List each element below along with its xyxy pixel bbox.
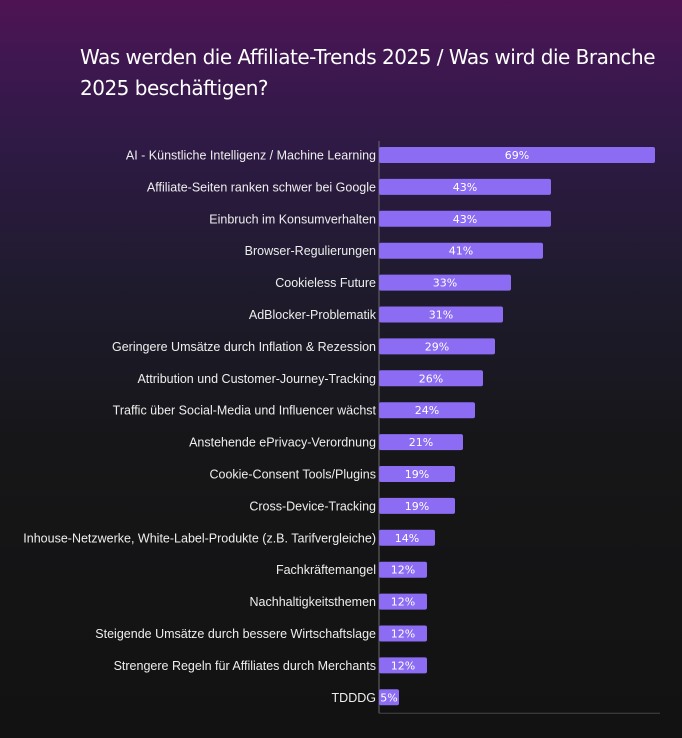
bar (379, 561, 427, 578)
category-label: Inhouse-Netzwerke, White-Label-Produkte … (23, 531, 376, 545)
bar-row: Cookie-Consent Tools/Plugins 19% (209, 466, 455, 482)
category-label: Browser-Regulierungen (245, 244, 376, 258)
value-label: 29% (425, 340, 449, 353)
chart-title: Was werden die Affiliate-Trends 2025 / W… (80, 45, 656, 100)
category-label: Anstehende ePrivacy-Verordnung (189, 436, 376, 450)
category-label: AdBlocker-Problematik (249, 308, 377, 322)
bar-row: Cookieless Future 33% (275, 274, 511, 291)
category-label: Strengere Regeln für Affiliates durch Me… (114, 659, 376, 673)
bar-row: Browser-Regulierungen 41% (245, 242, 543, 259)
bar (379, 338, 495, 355)
category-label: Nachhaltigkeitsthemen (250, 595, 377, 609)
value-label: 69% (505, 149, 529, 162)
bar-row: Strengere Regeln für Affiliates durch Me… (114, 657, 427, 674)
bar (379, 178, 551, 195)
bar-row: Traffic über Social-Media und Influencer… (113, 402, 475, 419)
bar-row: AdBlocker-Problematik 31% (249, 306, 503, 323)
bar-row: Anstehende ePrivacy-Verordnung 21% (189, 434, 463, 451)
bar-row: Nachhaltigkeitsthemen 12% (250, 593, 427, 610)
bar-row: Geringere Umsätze durch Inflation & Reze… (112, 338, 495, 355)
bar (379, 657, 427, 674)
bar-row: Einbruch im Konsumverhalten 43% (209, 210, 551, 227)
category-label: Einbruch im Konsumverhalten (209, 212, 376, 226)
value-label: 5% (380, 691, 397, 704)
category-label: Attribution und Customer-Journey-Trackin… (137, 372, 376, 386)
bar (379, 625, 427, 642)
bar-row: Inhouse-Netzwerke, White-Label-Produkte … (23, 529, 435, 546)
bar-row: Steigende Umsätze durch bessere Wirtscha… (95, 625, 427, 642)
value-label: 21% (409, 436, 433, 449)
bar (379, 689, 399, 706)
bar-row: Cross-Device-Tracking 19% (249, 497, 455, 514)
bar-row: AI - Künstliche Intelligenz / Machine Le… (126, 147, 655, 163)
category-label: TDDDG (332, 691, 376, 705)
bar (379, 434, 463, 451)
bar-row: Affiliate-Seiten ranken schwer bei Googl… (147, 178, 551, 195)
value-label: 26% (419, 372, 443, 385)
bar-row: Fachkräftemangel 12% (276, 561, 427, 578)
bar-row: Attribution und Customer-Journey-Trackin… (137, 370, 483, 387)
bar (379, 370, 483, 387)
category-label: Fachkräftemangel (276, 563, 376, 577)
bar (379, 274, 511, 291)
bar (379, 306, 503, 323)
category-label: Steigende Umsätze durch bessere Wirtscha… (95, 627, 376, 641)
value-label: 14% (395, 532, 419, 545)
category-label: Affiliate-Seiten ranken schwer bei Googl… (147, 180, 376, 194)
value-label: 12% (391, 564, 415, 577)
category-label: Cookieless Future (275, 276, 376, 290)
bar (379, 242, 543, 259)
category-label: Cookie-Consent Tools/Plugins (209, 468, 376, 482)
value-label: 12% (391, 628, 415, 641)
value-label: 41% (449, 245, 473, 258)
bar (379, 466, 455, 482)
value-label: 19% (405, 468, 429, 481)
bar-row: TDDDG 5% (332, 689, 399, 706)
bar (379, 497, 455, 514)
value-label: 33% (433, 277, 457, 290)
bar (379, 529, 435, 546)
bar (379, 593, 427, 610)
bar (379, 210, 551, 227)
value-label: 31% (429, 309, 453, 322)
category-label: Geringere Umsätze durch Inflation & Reze… (112, 340, 376, 354)
category-label: Traffic über Social-Media und Influencer… (113, 404, 377, 418)
category-label: Cross-Device-Tracking (249, 499, 376, 513)
value-label: 19% (405, 500, 429, 513)
value-label: 12% (391, 596, 415, 609)
value-label: 24% (415, 404, 439, 417)
bar (379, 402, 475, 419)
bar (379, 147, 655, 163)
value-label: 43% (453, 181, 477, 194)
category-label: AI - Künstliche Intelligenz / Machine Le… (126, 149, 376, 163)
value-label: 12% (391, 659, 415, 672)
value-label: 43% (453, 213, 477, 226)
